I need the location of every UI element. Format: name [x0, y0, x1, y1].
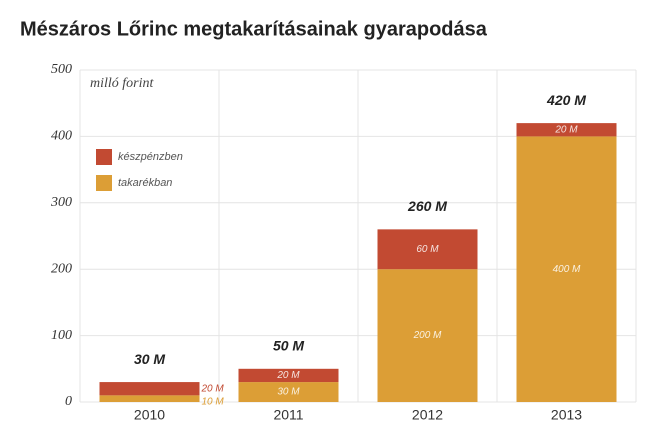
legend-label: készpénzben [118, 151, 183, 163]
bar-segment [516, 136, 617, 402]
y-tick-label: 100 [51, 328, 72, 343]
total-label: 30 M [134, 351, 165, 367]
legend-label: takarékban [118, 177, 172, 189]
total-label: 420 M [546, 92, 586, 108]
y-tick-label: 400 [51, 129, 72, 144]
y-axis-label: milló forint [90, 76, 155, 91]
total-label: 260 M [407, 198, 447, 214]
x-tick-label: 2013 [551, 407, 582, 423]
segment-label: 20 M [554, 124, 578, 135]
segment-label: 20 M [276, 370, 300, 381]
total-label: 50 M [273, 338, 304, 354]
segment-label: 20 M [201, 383, 225, 394]
bar-segment [99, 395, 200, 402]
x-tick-label: 2011 [273, 407, 303, 423]
x-tick-label: 2010 [134, 407, 165, 423]
chart-title: Mészáros Lőrinc megtakarításainak gyarap… [20, 18, 488, 40]
y-tick-label: 200 [51, 261, 72, 276]
bar-segment [238, 368, 339, 383]
segment-label: 30 M [277, 387, 300, 398]
bar-segment [238, 382, 339, 402]
bar-segment [516, 123, 617, 137]
segment-label: 200 M [413, 330, 442, 341]
y-tick-label: 500 [51, 62, 72, 77]
y-tick-label: 0 [65, 394, 72, 409]
y-tick-label: 300 [50, 195, 72, 210]
bar-segment [377, 229, 478, 270]
x-tick-label: 2012 [412, 407, 443, 423]
bar-segment [377, 269, 478, 402]
segment-label: 10 M [202, 396, 225, 407]
segment-label: 60 M [416, 244, 439, 255]
legend-swatch [96, 175, 112, 191]
segment-label: 400 M [553, 264, 581, 275]
bar-segment [99, 382, 200, 396]
legend-swatch [96, 149, 112, 165]
